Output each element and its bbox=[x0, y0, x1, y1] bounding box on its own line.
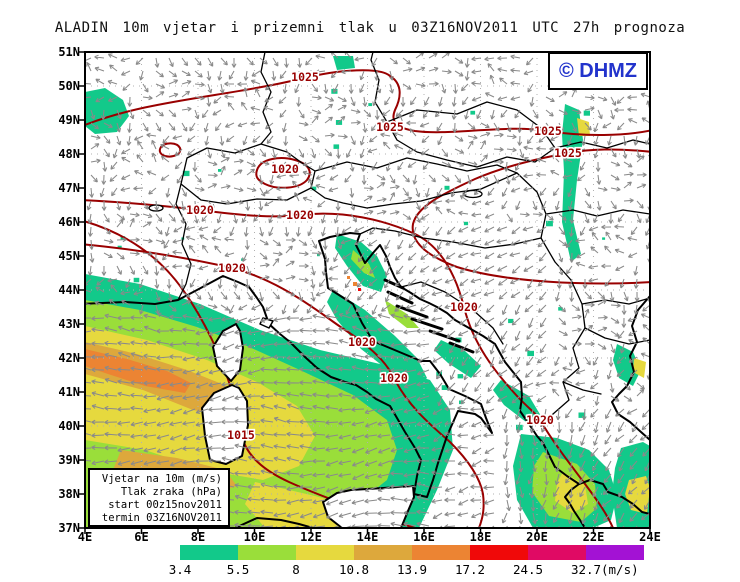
isobar-label: 1025 bbox=[376, 120, 404, 134]
isobar-label: 1020 bbox=[286, 208, 314, 222]
lat-label: 45N bbox=[58, 249, 80, 263]
legend-line-termin: termin 03Z16NOV2011 bbox=[101, 512, 222, 524]
lat-label: 44N bbox=[58, 283, 80, 297]
colorbar-segment bbox=[586, 545, 644, 560]
lon-label: 10E bbox=[243, 530, 266, 544]
colorbar-threshold: 24.5 bbox=[512, 562, 544, 577]
colorbar-segment bbox=[238, 545, 296, 560]
lon-label: 22E bbox=[582, 530, 605, 544]
map-canvas: 1025 1025 1025 1025 1020 1020 1020 1020 1020 1020… bbox=[79, 51, 651, 534]
colorbar-threshold: 5.5 bbox=[226, 562, 250, 577]
lon-label: 12E bbox=[300, 530, 322, 544]
lon-label: 18E bbox=[469, 530, 492, 544]
legend-line-start: start 00z15nov2011 bbox=[108, 499, 222, 511]
isobar-label: 1020 bbox=[380, 371, 408, 385]
lat-label: 42N bbox=[58, 351, 80, 365]
legend-line-pressure: Tlak zraka (hPa) bbox=[120, 486, 222, 498]
colorbar-threshold: 8 bbox=[292, 562, 300, 577]
isobar-label: 1025 bbox=[291, 70, 319, 84]
dhmz-logo-box: © DHMZ bbox=[548, 52, 648, 90]
colorbar-segment bbox=[296, 545, 354, 560]
lat-label: 46N bbox=[58, 215, 80, 229]
lon-label: 20E bbox=[526, 530, 548, 544]
colorbar-threshold: 32.7 bbox=[570, 562, 602, 577]
isobar-label: 1020 bbox=[450, 300, 478, 314]
isobar-label: 1025 bbox=[554, 146, 582, 160]
lat-label: 39N bbox=[58, 453, 80, 467]
lon-label: 8E bbox=[190, 530, 206, 544]
colorbar-segment bbox=[412, 545, 470, 560]
colorbar-threshold: 3.4 bbox=[168, 562, 192, 577]
lat-label: 43N bbox=[58, 317, 80, 331]
lon-label: 14E bbox=[356, 530, 379, 544]
lat-label: 38N bbox=[58, 487, 80, 501]
isobar-label: 1020 bbox=[348, 335, 376, 349]
lon-label: 24E bbox=[639, 530, 661, 544]
lon-label: 16E bbox=[413, 530, 435, 544]
colorbar-threshold: 10.8 bbox=[338, 562, 370, 577]
isobar-label: 1020 bbox=[186, 203, 214, 217]
isobar-label: 1020 bbox=[271, 162, 299, 176]
isobar-label: 1025 bbox=[534, 124, 562, 138]
isobar-label: 1015 bbox=[227, 428, 255, 442]
lat-label: 47N bbox=[58, 181, 80, 195]
colorbar-segment bbox=[180, 545, 238, 560]
lat-label: 40N bbox=[58, 419, 80, 433]
lat-label: 41N bbox=[58, 385, 80, 399]
colorbar-threshold: 17.2 bbox=[454, 562, 486, 577]
page-title: ALADIN 10m vjetar i prizemni tlak u 03Z1… bbox=[54, 20, 686, 36]
lat-label: 48N bbox=[58, 147, 80, 161]
lon-label: 4E bbox=[77, 530, 93, 544]
map-legend-box: Vjetar na 10m (m/s) Tlak zraka (hPa) sta… bbox=[88, 468, 230, 527]
legend-line-wind: Vjetar na 10m (m/s) bbox=[101, 473, 222, 485]
wind-speed-colorbar bbox=[180, 545, 644, 560]
lat-label: 50N bbox=[58, 79, 80, 93]
lat-label: 51N bbox=[58, 45, 80, 59]
isobar-label: 1020 bbox=[526, 413, 554, 427]
colorbar-segment bbox=[354, 545, 412, 560]
dhmz-logo-text: © DHMZ bbox=[558, 59, 638, 82]
lat-label: 37N bbox=[58, 521, 80, 535]
colorbar-unit-label: (m/s) bbox=[601, 562, 639, 577]
colorbar-segment bbox=[470, 545, 528, 560]
colorbar-threshold: 13.9 bbox=[396, 562, 428, 577]
lat-label: 49N bbox=[58, 113, 80, 127]
isobar-label: 1020 bbox=[218, 261, 246, 275]
forecast-map: 1025 1025 1025 1025 1020 1020 1020 1020 1020 1020… bbox=[79, 51, 651, 534]
colorbar-segment bbox=[528, 545, 586, 560]
lon-label: 6E bbox=[134, 530, 149, 544]
